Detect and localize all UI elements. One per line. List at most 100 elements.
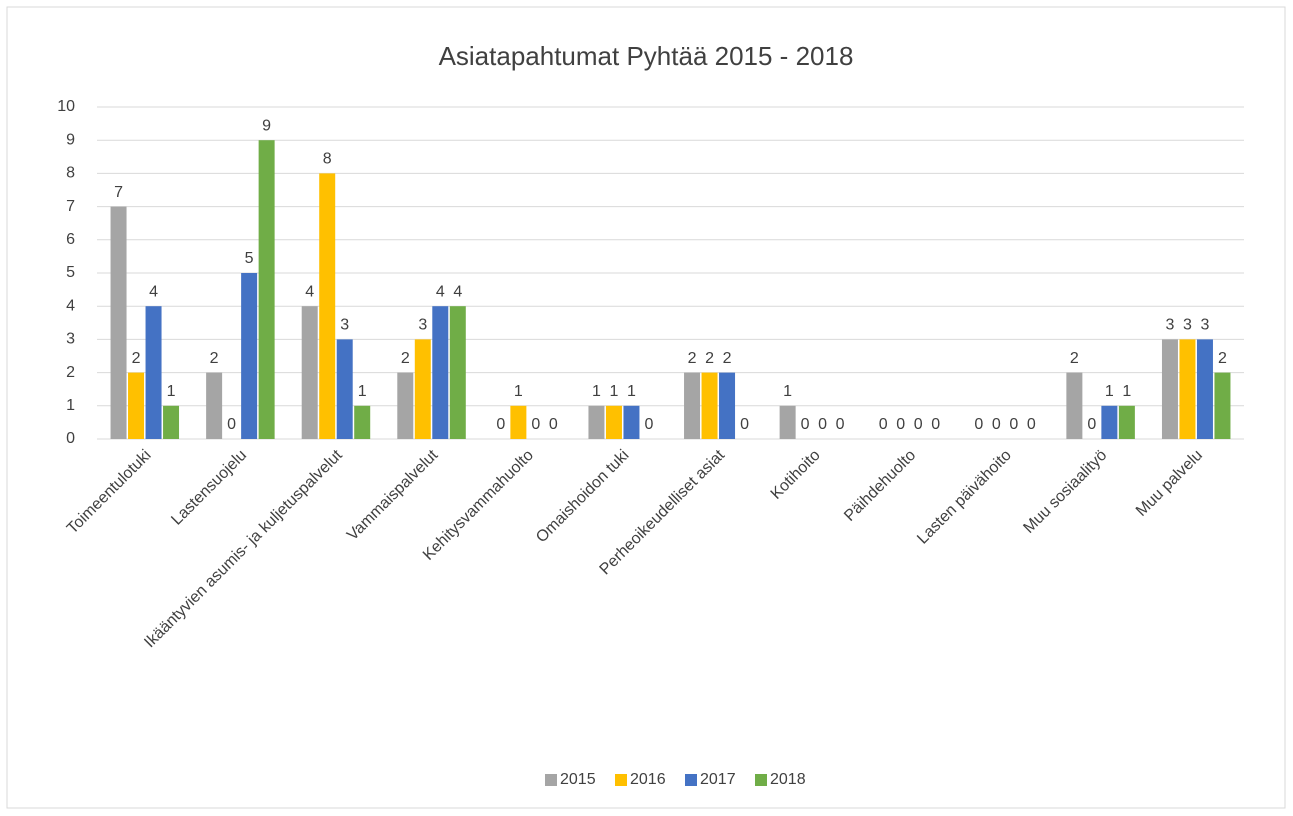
legend-swatch: [615, 774, 627, 786]
data-label: 0: [1027, 416, 1036, 433]
bar: [319, 173, 336, 439]
data-label: 3: [1166, 317, 1175, 334]
data-label: 3: [1183, 317, 1192, 334]
bar: [1214, 372, 1231, 439]
data-label: 3: [340, 317, 349, 334]
data-label: 0: [879, 416, 888, 433]
y-tick-label: 0: [66, 430, 75, 447]
data-label: 0: [974, 416, 983, 433]
data-label: 2: [401, 350, 410, 367]
y-tick-label: 10: [57, 98, 75, 115]
data-label: 3: [1201, 317, 1210, 334]
data-label: 1: [358, 383, 367, 400]
data-label: 8: [323, 151, 332, 168]
data-label: 1: [783, 383, 792, 400]
data-label: 4: [149, 283, 158, 300]
data-label: 0: [992, 416, 1001, 433]
data-label: 1: [1105, 383, 1114, 400]
y-tick-label: 8: [66, 165, 75, 182]
data-label: 0: [549, 416, 558, 433]
data-label: 1: [1122, 383, 1131, 400]
data-label: 0: [931, 416, 940, 433]
y-tick-label: 3: [66, 331, 75, 348]
bar: [1101, 405, 1118, 439]
data-label: 9: [262, 117, 271, 134]
chart-border: [6, 6, 1286, 809]
bar: [110, 206, 127, 439]
data-label: 1: [610, 383, 619, 400]
data-label: 1: [514, 383, 523, 400]
bar: [605, 405, 622, 439]
bar: [449, 306, 466, 439]
y-tick-label: 5: [66, 264, 75, 281]
data-label: 0: [496, 416, 505, 433]
bar: [354, 405, 371, 439]
legend-swatch: [755, 774, 767, 786]
data-label: 0: [1009, 416, 1018, 433]
data-label: 0: [1087, 416, 1096, 433]
data-label: 1: [627, 383, 636, 400]
data-label: 2: [1218, 350, 1227, 367]
bar: [1066, 372, 1083, 439]
bar: [336, 339, 353, 439]
legend-label: 2017: [700, 771, 736, 788]
data-label: 0: [818, 416, 827, 433]
data-label: 0: [531, 416, 540, 433]
legend-label: 2015: [560, 771, 596, 788]
bar: [588, 405, 605, 439]
bar: [301, 306, 318, 439]
data-label: 4: [436, 283, 445, 300]
data-label: 0: [227, 416, 236, 433]
data-label: 3: [418, 317, 427, 334]
bar: [1196, 339, 1213, 439]
bar: [128, 372, 145, 439]
bar: [206, 372, 223, 439]
data-label: 2: [1070, 350, 1079, 367]
bar: [145, 306, 162, 439]
bar: [779, 405, 796, 439]
data-label: 0: [740, 416, 749, 433]
data-label: 0: [801, 416, 810, 433]
bar: [258, 140, 275, 439]
y-tick-label: 6: [66, 231, 75, 248]
bar: [684, 372, 701, 439]
y-tick-label: 2: [66, 364, 75, 381]
data-label: 2: [688, 350, 697, 367]
data-label: 0: [836, 416, 845, 433]
bar: [510, 405, 527, 439]
y-tick-label: 4: [66, 297, 75, 314]
y-tick-label: 9: [66, 131, 75, 148]
data-label: 5: [245, 250, 254, 267]
legend-swatch: [685, 774, 697, 786]
bar: [623, 405, 640, 439]
legend-label: 2016: [630, 771, 666, 788]
data-label: 4: [305, 283, 314, 300]
legend-swatch: [545, 774, 557, 786]
bar: [1161, 339, 1178, 439]
bar: [701, 372, 718, 439]
bar: [1179, 339, 1196, 439]
data-label: 0: [914, 416, 923, 433]
bar: [241, 273, 258, 439]
chart-title: Asiatapahtumat Pyhtää 2015 - 2018: [439, 41, 854, 71]
data-label: 2: [705, 350, 714, 367]
data-label: 4: [453, 283, 462, 300]
data-label: 7: [114, 184, 123, 201]
legend-label: 2018: [770, 771, 806, 788]
bar: [1118, 405, 1135, 439]
bar: [163, 405, 180, 439]
y-tick-label: 7: [66, 198, 75, 215]
bar: [432, 306, 449, 439]
data-label: 0: [896, 416, 905, 433]
bar: [719, 372, 736, 439]
data-label: 0: [645, 416, 654, 433]
data-label: 1: [167, 383, 176, 400]
data-label: 2: [210, 350, 219, 367]
data-label: 2: [723, 350, 732, 367]
data-label: 2: [132, 350, 141, 367]
bar: [414, 339, 431, 439]
bar: [397, 372, 414, 439]
y-tick-label: 1: [66, 397, 75, 414]
data-label: 1: [592, 383, 601, 400]
